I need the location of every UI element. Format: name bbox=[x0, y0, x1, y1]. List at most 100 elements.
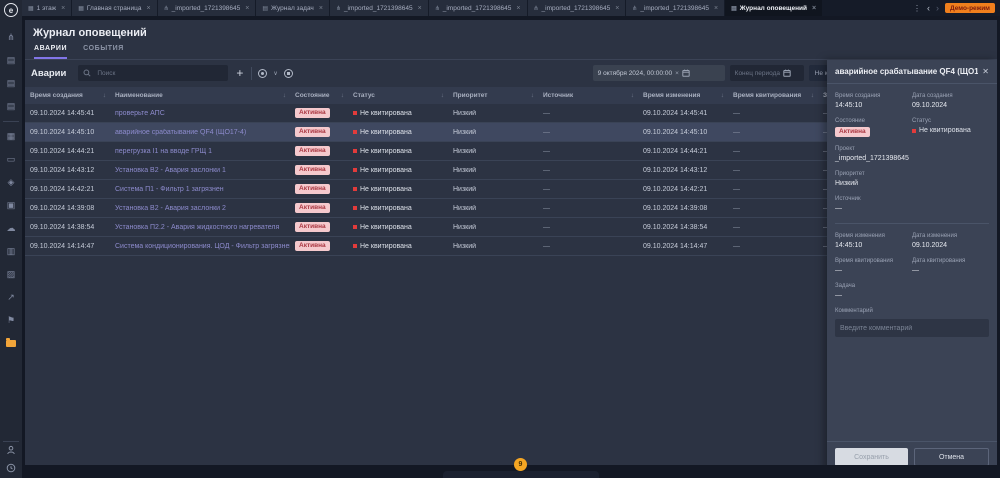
cell-created-time: 09.10.2024 14:45:10 bbox=[30, 128, 95, 136]
date-from-input[interactable]: 9 октября 2024, 00:00:00 × bbox=[592, 65, 725, 81]
table-row[interactable]: 09.10.2024 14:45:10 аварийное срабатывани… bbox=[25, 123, 997, 142]
cell-ack-time: — bbox=[733, 242, 740, 250]
sort-icon[interactable]: ↓ bbox=[340, 92, 344, 99]
sort-icon[interactable]: ↓ bbox=[630, 92, 634, 99]
tab[interactable]: ▦ Главная страница × bbox=[72, 0, 157, 16]
box-icon[interactable]: ▣ bbox=[6, 200, 16, 210]
chevron-down-icon[interactable]: ∨ bbox=[273, 70, 278, 77]
tabs-next-icon[interactable]: › bbox=[935, 2, 939, 13]
cell-name[interactable]: Установка В2 - Авария заслонки 1 bbox=[115, 166, 226, 174]
chart-icon[interactable]: ↗ bbox=[7, 292, 15, 302]
save-button[interactable]: Сохранить bbox=[835, 448, 908, 465]
field-value: Низкий bbox=[835, 179, 859, 187]
calendar-icon bbox=[682, 69, 690, 77]
date-to-input[interactable]: Конец периода bbox=[729, 65, 804, 81]
cell-name[interactable]: проверьте АПС bbox=[115, 109, 165, 117]
clock-icon[interactable] bbox=[6, 463, 16, 473]
tab[interactable]: ▦ 1 этаж × bbox=[22, 0, 72, 16]
field-label: Задача bbox=[835, 282, 856, 289]
close-icon[interactable]: × bbox=[318, 4, 323, 12]
close-icon[interactable]: × bbox=[146, 4, 151, 12]
app-logo-icon[interactable]: e bbox=[4, 3, 18, 17]
close-icon[interactable]: × bbox=[812, 4, 817, 12]
column-header[interactable]: Приоритет ↓ bbox=[448, 92, 538, 99]
sort-icon[interactable]: ↓ bbox=[720, 92, 724, 99]
sort-icon[interactable]: ↓ bbox=[810, 92, 814, 99]
column-header[interactable]: Состояние ↓ bbox=[290, 92, 348, 99]
state-badge: Активна bbox=[835, 127, 870, 137]
table-row[interactable]: 09.10.2024 14:42:21 Система П1 - Фильтр 1… bbox=[25, 180, 997, 199]
column-header[interactable]: Время квитирования ↓ bbox=[728, 92, 818, 99]
screen-icon[interactable]: ▭ bbox=[6, 154, 16, 164]
column-header[interactable]: Наименование ↓ bbox=[110, 92, 290, 99]
table-row[interactable]: 09.10.2024 14:38:54 Установка П2.2 - Авар… bbox=[25, 218, 997, 237]
table-row[interactable]: 09.10.2024 14:14:47 Система кондициониров… bbox=[25, 237, 997, 256]
column-header[interactable]: Время изменения ↓ bbox=[638, 92, 728, 99]
sort-icon[interactable]: ↓ bbox=[530, 92, 534, 99]
tab-alarms[interactable]: АВАРИИ bbox=[34, 45, 68, 59]
column-header[interactable]: Статус ↓ bbox=[348, 92, 448, 99]
hatch-icon[interactable]: ▨ bbox=[6, 269, 16, 279]
cell-name[interactable]: Система П1 - Фильтр 1 загрязнен bbox=[115, 185, 224, 193]
cell-name[interactable]: аварийное срабатывание QF4 (ЩО17-4) bbox=[115, 128, 247, 136]
user-icon[interactable] bbox=[6, 445, 16, 455]
sort-icon[interactable]: ↓ bbox=[282, 92, 286, 99]
sort-icon[interactable]: ↓ bbox=[440, 92, 444, 99]
cell-name[interactable]: Установка В2 - Авария заслонки 2 bbox=[115, 204, 226, 212]
tab[interactable]: ⋔ _imported_1721398645 × bbox=[329, 0, 428, 16]
cell-name[interactable]: Установка П2.2 - Авария жидкостного нагр… bbox=[115, 223, 280, 231]
column-header[interactable]: Время создания ↓ bbox=[25, 92, 110, 99]
table-row[interactable]: 09.10.2024 14:45:41 проверьте АПС Активна Н… bbox=[25, 104, 997, 123]
sort-icon[interactable]: ↓ bbox=[102, 92, 106, 99]
building-icon[interactable]: ▦ bbox=[6, 131, 16, 141]
field-value: — bbox=[835, 291, 842, 299]
table-row[interactable]: 09.10.2024 14:43:12 Установка В2 - Авария… bbox=[25, 161, 997, 180]
journal-icon[interactable]: ▤ bbox=[6, 101, 16, 111]
search-input[interactable] bbox=[95, 68, 224, 78]
close-icon[interactable]: ✕ bbox=[982, 67, 989, 76]
acknowledge-all-icon-button[interactable] bbox=[283, 68, 293, 78]
acknowledge-icon-button[interactable] bbox=[258, 68, 268, 78]
tab[interactable]: ▤ Журнал оповещений × bbox=[725, 0, 823, 16]
comment-input[interactable] bbox=[835, 319, 989, 337]
cell-state: Активна bbox=[290, 241, 348, 251]
alarm-count-badge[interactable]: 9 bbox=[514, 458, 527, 471]
tabs-prev-icon[interactable]: ‹ bbox=[926, 2, 930, 13]
column-header[interactable]: Источник ↓ bbox=[538, 92, 638, 99]
cell-name[interactable]: перегрузка I1 на вводе ГРЩ 1 bbox=[115, 147, 212, 155]
close-icon[interactable]: × bbox=[417, 4, 422, 12]
tab[interactable]: ⋔ _imported_1721398645 × bbox=[626, 0, 725, 16]
flag-icon[interactable]: ⚑ bbox=[6, 315, 16, 325]
sidebar-divider bbox=[3, 441, 19, 442]
add-alarm-button[interactable]: + bbox=[236, 66, 244, 80]
folder-icon[interactable] bbox=[0, 332, 22, 355]
table-row[interactable]: 09.10.2024 14:44:21 перегрузка I1 на ввод… bbox=[25, 142, 997, 161]
close-icon[interactable]: × bbox=[245, 4, 250, 12]
kebab-menu-icon[interactable]: ⋮ bbox=[912, 3, 921, 13]
cell-name[interactable]: Система кондиционирования. ЦОД - Фильтр … bbox=[115, 242, 290, 250]
cell-ack-time: — bbox=[733, 128, 740, 136]
tree-icon[interactable]: ⋔ bbox=[7, 32, 15, 42]
toolbar: Аварии + ∨ 9 октября 2024, 00:00:00 × bbox=[25, 60, 997, 86]
cancel-button[interactable]: Отмена bbox=[914, 448, 989, 465]
close-icon[interactable]: × bbox=[61, 4, 66, 12]
cell-modified-time: 09.10.2024 14:43:12 bbox=[643, 166, 708, 174]
tab[interactable]: ⋔ _imported_1721398645 × bbox=[428, 0, 527, 16]
package-icon[interactable]: ▥ bbox=[6, 246, 16, 256]
close-icon[interactable]: × bbox=[714, 4, 719, 12]
tab[interactable]: ⋔ _imported_1721398645 × bbox=[527, 0, 626, 16]
cell-source: — bbox=[543, 166, 550, 174]
tab-events[interactable]: СОБЫТИЯ bbox=[83, 45, 124, 52]
table-row[interactable]: 09.10.2024 14:39:08 Установка В2 - Авария… bbox=[25, 199, 997, 218]
journal-icon[interactable]: ▤ bbox=[6, 55, 16, 65]
layers-icon[interactable]: ◈ bbox=[7, 177, 15, 187]
tab[interactable]: ⋔ _imported_1721398645 × bbox=[157, 0, 256, 16]
journal-icon[interactable]: ▤ bbox=[6, 78, 16, 88]
close-icon[interactable]: × bbox=[516, 4, 521, 12]
cloud-icon[interactable]: ☁ bbox=[6, 223, 16, 233]
status-dot bbox=[353, 225, 357, 229]
tab[interactable]: ▤ Журнал задач × bbox=[256, 0, 329, 16]
clear-date-icon[interactable]: × bbox=[675, 69, 679, 77]
bottom-drawer-handle[interactable] bbox=[443, 471, 599, 478]
close-icon[interactable]: × bbox=[615, 4, 620, 12]
